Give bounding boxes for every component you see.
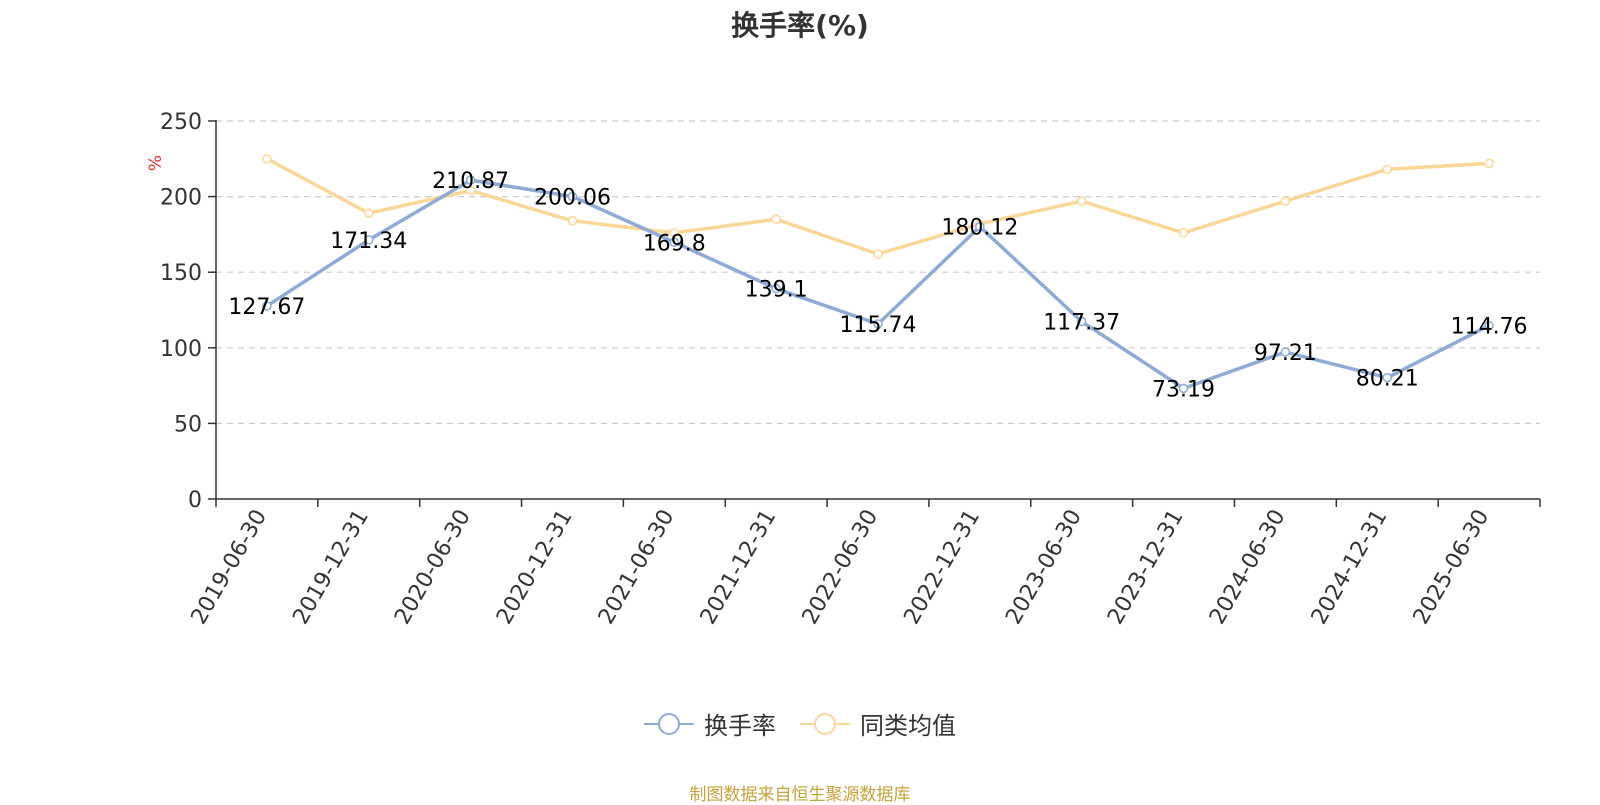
data-point [364,235,374,245]
x-tick-label: 2020-06-30 [390,505,476,628]
legend-item-peer-average[interactable]: 同类均值 [800,706,956,741]
data-point [771,283,781,294]
x-tick-label: 2025-06-30 [1409,506,1495,629]
data-label: 97.21 [1254,341,1317,366]
y-tick-label: 100 [160,337,202,362]
data-point [567,216,578,226]
x-tick-label: 2024-12-31 [1307,506,1393,629]
data-point [1280,347,1291,357]
x-tick-label: 2019-12-31 [288,506,374,629]
data-label: 171.34 [330,229,407,254]
x-tick-label: 2022-06-30 [798,506,884,629]
data-point [364,208,374,218]
data-label: 139.1 [745,278,808,303]
data-label: 80.21 [1356,367,1419,392]
chart-title: 换手率(%) [731,9,869,42]
data-point [1178,228,1189,238]
x-tick-label: 2020-12-31 [492,506,578,629]
y-tick-label: 200 [160,186,202,211]
data-point [873,249,883,259]
x-tick-label: 2022-12-31 [899,506,985,629]
data-label: 115.74 [840,313,917,338]
y-tick-label: 150 [160,261,202,286]
y-axis-label: % [146,155,166,171]
data-point [975,221,985,232]
y-tick-label: 0 [188,488,202,513]
data-point [465,175,476,185]
data-point [669,237,680,248]
data-label: 180.12 [941,216,1018,241]
y-tick-label: 50 [174,412,202,437]
data-point [873,319,883,329]
x-tick-label: 2021-06-30 [594,506,680,629]
data-point [1484,320,1494,331]
data-label: 210.87 [432,169,509,194]
data-point [262,301,272,311]
data-point [1484,158,1494,169]
data-point [1178,383,1189,394]
legend: 换手率 同类均值 [0,706,1600,741]
data-point [465,185,476,196]
x-tick-label: 2019-06-30 [187,506,273,629]
data-source-note: 制图数据来自恒生聚源数据库 [689,785,911,805]
data-point [1076,196,1087,206]
data-label: 169.8 [643,231,706,256]
data-point [771,214,781,225]
data-point [1382,372,1392,383]
data-point [669,228,680,238]
x-tick-label: 2021-12-31 [696,506,782,629]
y-tick-label: 250 [160,110,202,135]
data-label: 73.19 [1152,377,1215,402]
legend-label-turnover: 换手率 [704,712,776,740]
x-tick-label: 2023-06-30 [1001,506,1087,629]
x-tick-label: 2024-06-30 [1205,506,1291,629]
data-point [1076,316,1087,327]
legend-marker-peer-average-icon [800,712,850,735]
data-label: 200.06 [534,186,611,211]
data-label: 127.67 [228,295,305,320]
legend-item-turnover[interactable]: 换手率 [644,706,776,741]
x-tick-label: 2023-12-31 [1103,506,1189,629]
data-label: 117.37 [1043,311,1120,336]
data-point [262,154,272,164]
data-point [1280,196,1291,206]
data-point [1382,164,1392,175]
data-point [567,191,578,202]
legend-label-peer-average: 同类均值 [860,712,956,740]
data-label: 114.76 [1451,314,1528,339]
legend-marker-turnover-icon [644,712,694,735]
